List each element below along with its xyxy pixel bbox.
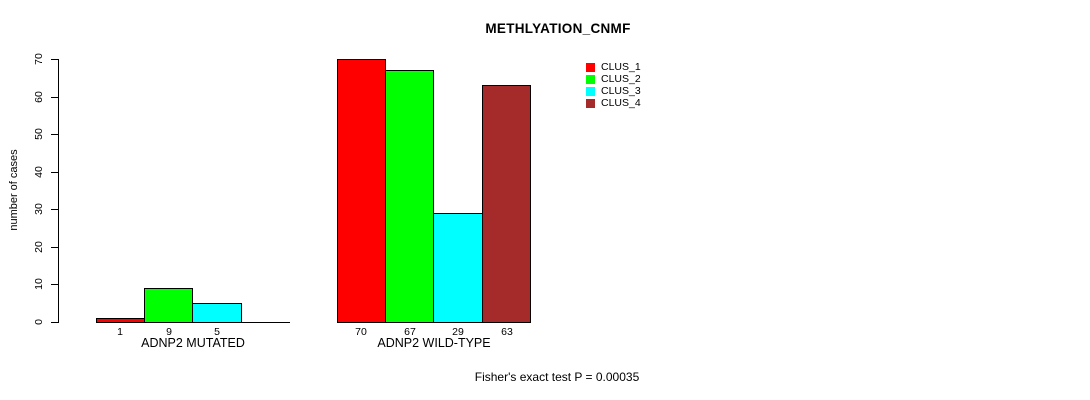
bar-clus_1-mutated	[96, 318, 145, 323]
group-label-mutated: ADNP2 MUTATED	[141, 336, 245, 350]
y-axis-tick-label: 60	[33, 91, 45, 103]
y-axis-tick	[51, 172, 58, 173]
legend-swatch-clus_2	[586, 74, 595, 84]
chart-title: METHLYATION_CNMF	[485, 21, 631, 36]
y-axis-line	[58, 59, 59, 323]
legend: CLUS_1 CLUS_2 CLUS_3 CLUS_4	[586, 61, 641, 109]
bar-value-label: 9	[166, 326, 172, 338]
legend-item-clus_1: CLUS_1	[586, 61, 641, 73]
bar-clus_2-mutated	[144, 288, 193, 323]
y-axis-tick-label: 30	[33, 203, 45, 215]
y-axis-tick-label: 70	[33, 53, 45, 65]
y-axis-tick	[51, 209, 58, 210]
legend-swatch-clus_4	[586, 98, 595, 108]
legend-label: CLUS_2	[601, 73, 641, 85]
bar-value-label: 67	[404, 326, 416, 338]
y-axis-tick	[51, 322, 58, 323]
y-axis-tick	[51, 284, 58, 285]
bar-clus_4-zero	[242, 322, 290, 323]
bar-clus_3-wild-type	[433, 213, 483, 323]
y-axis-tick-label: 0	[33, 319, 45, 325]
bar-value-label: 70	[355, 326, 367, 338]
legend-item-clus_2: CLUS_2	[586, 73, 641, 85]
y-axis-tick	[51, 134, 58, 135]
bar-value-label: 5	[214, 326, 220, 338]
legend-label: CLUS_1	[601, 61, 641, 73]
footnote: Fisher's exact test P = 0.00035	[474, 370, 640, 384]
group-label-wild-type: ADNP2 WILD-TYPE	[377, 336, 491, 350]
y-axis-tick-label: 50	[33, 128, 45, 140]
bar-clus_1-wild-type	[337, 59, 386, 323]
bar-clus_4-wild-type	[482, 85, 531, 323]
y-axis-tick	[51, 247, 58, 248]
legend-label: CLUS_4	[601, 97, 641, 109]
bar-value-label: 63	[501, 326, 513, 338]
y-axis-tick	[51, 97, 58, 98]
y-axis-tick-label: 40	[33, 166, 45, 178]
bar-clus_3-mutated	[192, 303, 242, 323]
y-axis-label: number of cases	[8, 149, 20, 231]
bar-value-label: 1	[117, 326, 123, 338]
bar-clus_2-wild-type	[385, 70, 434, 323]
legend-item-clus_3: CLUS_3	[586, 85, 641, 97]
y-axis-tick-label: 20	[33, 241, 45, 253]
legend-label: CLUS_3	[601, 85, 641, 97]
bar-value-label: 29	[452, 326, 464, 338]
legend-item-clus_4: CLUS_4	[586, 97, 641, 109]
legend-swatch-clus_1	[586, 62, 595, 72]
y-axis-tick	[51, 59, 58, 60]
y-axis-tick-label: 10	[33, 278, 45, 290]
legend-swatch-clus_3	[586, 86, 595, 96]
